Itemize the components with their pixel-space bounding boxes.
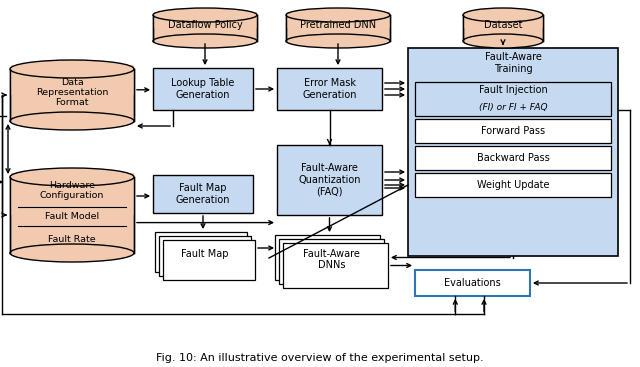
- Ellipse shape: [463, 8, 543, 22]
- Bar: [415, 270, 530, 296]
- Text: Fault-Aware
Quantization
(FAQ): Fault-Aware Quantization (FAQ): [298, 163, 361, 197]
- Text: Pretrained DNN: Pretrained DNN: [300, 19, 376, 29]
- Bar: [275, 235, 380, 280]
- Ellipse shape: [10, 60, 134, 78]
- Ellipse shape: [463, 34, 543, 48]
- Text: Error Mask
Generation: Error Mask Generation: [302, 78, 356, 100]
- Bar: [463, 11, 543, 28]
- Bar: [10, 65, 134, 95]
- Ellipse shape: [153, 34, 257, 48]
- Bar: [159, 236, 251, 276]
- Text: Hardware
Configuration: Hardware Configuration: [40, 181, 104, 200]
- Ellipse shape: [10, 244, 134, 262]
- Text: Evaluations: Evaluations: [444, 278, 501, 288]
- Bar: [283, 243, 388, 288]
- Ellipse shape: [10, 168, 134, 186]
- Bar: [279, 239, 384, 284]
- Bar: [277, 68, 382, 110]
- Bar: [155, 232, 247, 272]
- Bar: [10, 177, 134, 253]
- Text: Lookup Table
Generation: Lookup Table Generation: [172, 78, 235, 100]
- Text: Dataset: Dataset: [484, 19, 522, 29]
- Text: Fault Map: Fault Map: [181, 249, 228, 259]
- Text: Fault-Aware
Training: Fault-Aware Training: [484, 52, 541, 74]
- Bar: [277, 145, 382, 215]
- Bar: [415, 119, 611, 143]
- Text: Backward Pass: Backward Pass: [477, 153, 549, 163]
- Text: Fault Map
Generation: Fault Map Generation: [176, 183, 230, 205]
- Text: Fault Injection: Fault Injection: [479, 85, 547, 95]
- Ellipse shape: [286, 8, 390, 22]
- Text: Fig. 10: An illustrative overview of the experimental setup.: Fig. 10: An illustrative overview of the…: [156, 353, 484, 363]
- Bar: [163, 240, 255, 280]
- Ellipse shape: [153, 8, 257, 22]
- Text: Fault Rate: Fault Rate: [48, 235, 96, 244]
- Ellipse shape: [10, 112, 134, 130]
- Bar: [10, 69, 134, 121]
- Bar: [154, 11, 257, 28]
- Text: Fault Model: Fault Model: [45, 212, 99, 221]
- Bar: [153, 68, 253, 110]
- Bar: [10, 172, 134, 215]
- Text: Fault-Aware
DNNs: Fault-Aware DNNs: [303, 249, 360, 270]
- Bar: [153, 15, 257, 41]
- Bar: [463, 15, 543, 41]
- Text: Data
Representation
Format: Data Representation Format: [36, 77, 108, 108]
- Bar: [415, 82, 611, 116]
- Text: Forward Pass: Forward Pass: [481, 126, 545, 136]
- Bar: [286, 15, 390, 41]
- Ellipse shape: [286, 34, 390, 48]
- Bar: [408, 48, 618, 256]
- Text: Dataflow Policy: Dataflow Policy: [168, 19, 243, 29]
- Bar: [415, 146, 611, 170]
- Bar: [153, 175, 253, 213]
- Text: (FI) or FI + FAQ: (FI) or FI + FAQ: [479, 103, 547, 112]
- Text: Weight Update: Weight Update: [477, 180, 549, 190]
- Bar: [415, 173, 611, 197]
- Bar: [287, 11, 390, 28]
